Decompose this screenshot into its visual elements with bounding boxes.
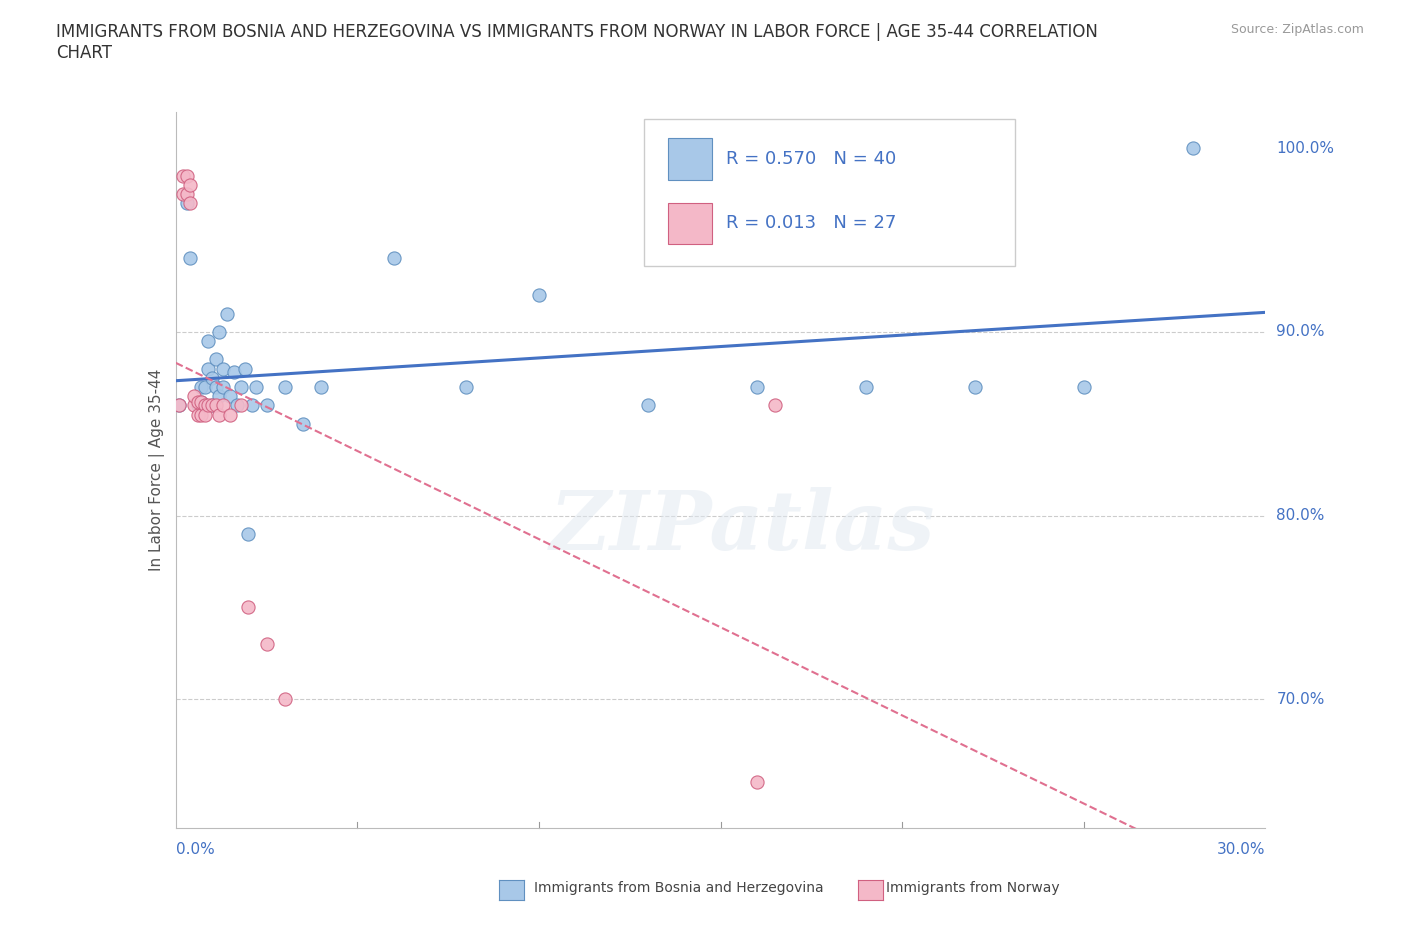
Point bbox=[204, 398, 226, 413]
Point bbox=[204, 352, 226, 367]
Point bbox=[238, 526, 260, 541]
Text: 0.0%: 0.0% bbox=[176, 843, 215, 857]
Text: Immigrants from Norway: Immigrants from Norway bbox=[886, 881, 1059, 896]
Point bbox=[169, 398, 191, 413]
Point bbox=[226, 398, 249, 413]
Point bbox=[201, 370, 224, 385]
Point bbox=[186, 394, 209, 409]
FancyBboxPatch shape bbox=[668, 203, 711, 244]
Point bbox=[208, 325, 231, 339]
Point bbox=[238, 600, 260, 615]
Point bbox=[309, 379, 332, 394]
Point bbox=[197, 361, 219, 376]
Text: 100.0%: 100.0% bbox=[1277, 140, 1334, 156]
Point bbox=[274, 692, 297, 707]
Point bbox=[201, 398, 224, 413]
Point bbox=[183, 398, 205, 413]
Text: IMMIGRANTS FROM BOSNIA AND HERZEGOVINA VS IMMIGRANTS FROM NORWAY IN LABOR FORCE : IMMIGRANTS FROM BOSNIA AND HERZEGOVINA V… bbox=[56, 23, 1098, 62]
Point bbox=[194, 398, 217, 413]
Point bbox=[231, 398, 253, 413]
Text: Source: ZipAtlas.com: Source: ZipAtlas.com bbox=[1230, 23, 1364, 36]
Point bbox=[1181, 140, 1204, 155]
Point bbox=[176, 168, 198, 183]
Point bbox=[233, 361, 256, 376]
Point bbox=[456, 379, 478, 394]
Point bbox=[745, 379, 768, 394]
Point bbox=[212, 379, 235, 394]
Text: R = 0.013   N = 27: R = 0.013 N = 27 bbox=[725, 214, 897, 232]
Point bbox=[219, 389, 242, 404]
Text: 80.0%: 80.0% bbox=[1277, 508, 1324, 523]
Point bbox=[763, 398, 786, 413]
Point bbox=[1073, 379, 1095, 394]
Point bbox=[219, 407, 242, 422]
Point bbox=[172, 168, 194, 183]
Text: 30.0%: 30.0% bbox=[1218, 843, 1265, 857]
Point bbox=[274, 379, 297, 394]
Text: ZIPatlas: ZIPatlas bbox=[550, 487, 935, 567]
Point bbox=[172, 187, 194, 202]
Text: R = 0.570   N = 40: R = 0.570 N = 40 bbox=[725, 150, 896, 167]
Point bbox=[212, 398, 235, 413]
Point bbox=[382, 251, 405, 266]
Point bbox=[197, 334, 219, 349]
Point bbox=[190, 407, 212, 422]
Point bbox=[208, 389, 231, 404]
Point bbox=[256, 398, 278, 413]
Point bbox=[197, 398, 219, 413]
Point bbox=[179, 196, 201, 211]
Point bbox=[215, 306, 238, 321]
FancyBboxPatch shape bbox=[668, 138, 711, 179]
Point bbox=[186, 407, 209, 422]
Point bbox=[179, 251, 201, 266]
Point bbox=[963, 379, 986, 394]
Point bbox=[183, 389, 205, 404]
Point bbox=[204, 379, 226, 394]
Point bbox=[527, 287, 550, 302]
Point bbox=[745, 775, 768, 790]
Point bbox=[176, 196, 198, 211]
FancyBboxPatch shape bbox=[644, 119, 1015, 266]
Point bbox=[176, 187, 198, 202]
Point bbox=[231, 379, 253, 394]
Point bbox=[179, 178, 201, 193]
Point bbox=[190, 394, 212, 409]
Point bbox=[194, 398, 217, 413]
Text: Immigrants from Bosnia and Herzegovina: Immigrants from Bosnia and Herzegovina bbox=[534, 881, 824, 896]
Point bbox=[855, 379, 877, 394]
Point bbox=[190, 394, 212, 409]
Point bbox=[186, 398, 209, 413]
Point bbox=[256, 637, 278, 652]
Point bbox=[201, 398, 224, 413]
Point bbox=[169, 398, 191, 413]
Text: 90.0%: 90.0% bbox=[1277, 325, 1324, 339]
Point bbox=[208, 407, 231, 422]
Point bbox=[637, 398, 659, 413]
Point bbox=[245, 379, 267, 394]
Point bbox=[240, 398, 263, 413]
Point bbox=[222, 365, 245, 379]
Point bbox=[212, 361, 235, 376]
Point bbox=[194, 379, 217, 394]
Y-axis label: In Labor Force | Age 35-44: In Labor Force | Age 35-44 bbox=[149, 368, 165, 571]
Point bbox=[190, 379, 212, 394]
Point bbox=[194, 407, 217, 422]
Point bbox=[291, 417, 314, 432]
Text: 70.0%: 70.0% bbox=[1277, 692, 1324, 707]
